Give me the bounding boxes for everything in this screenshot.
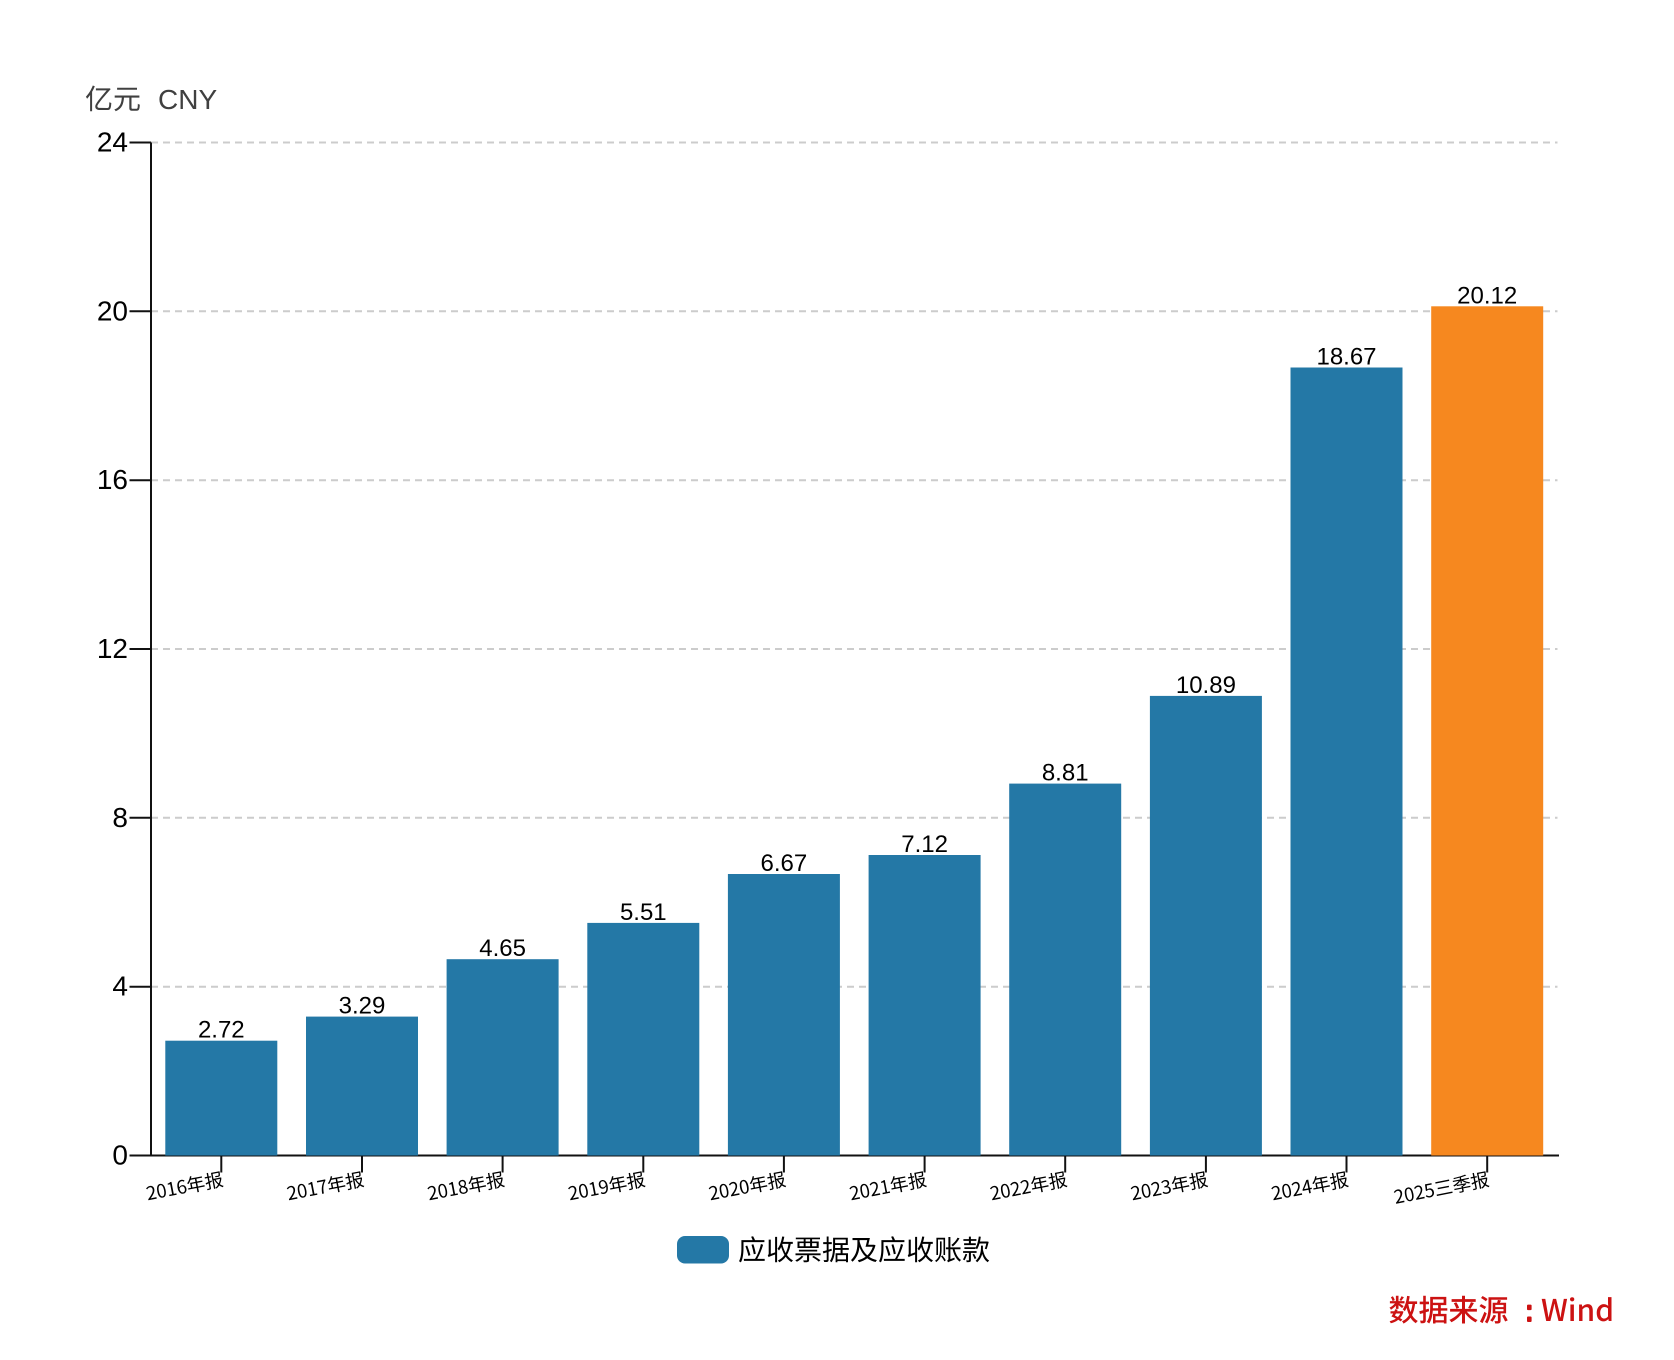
svg-text:6.67: 6.67 (761, 850, 808, 877)
svg-text:4.65: 4.65 (479, 935, 526, 962)
svg-text:CNY: CNY (158, 84, 217, 115)
svg-text:16: 16 (97, 464, 128, 495)
svg-text:12: 12 (97, 633, 128, 664)
svg-text:20: 20 (97, 295, 128, 326)
svg-text:7.12: 7.12 (901, 831, 948, 858)
svg-text:24: 24 (97, 127, 128, 158)
svg-text:20.12: 20.12 (1457, 282, 1517, 309)
svg-text:5.51: 5.51 (620, 899, 667, 926)
svg-text:8.81: 8.81 (1042, 760, 1089, 787)
svg-text:0: 0 (112, 1140, 128, 1171)
svg-text:3.29: 3.29 (339, 993, 386, 1020)
svg-text:2.72: 2.72 (198, 1017, 245, 1044)
svg-text:8: 8 (112, 802, 128, 833)
svg-text:10.89: 10.89 (1176, 672, 1236, 699)
svg-text:4: 4 (112, 971, 128, 1002)
svg-text:18.67: 18.67 (1316, 344, 1376, 371)
